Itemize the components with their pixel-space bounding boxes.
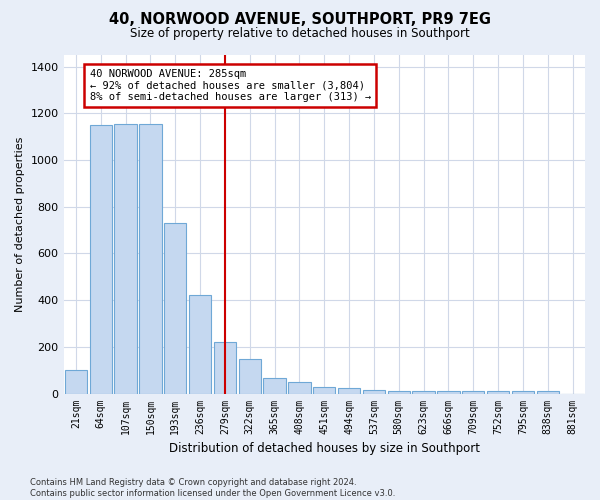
Bar	[288, 382, 311, 394]
Bar	[263, 378, 286, 394]
Bar	[115, 124, 137, 394]
Bar	[512, 391, 534, 394]
Bar	[65, 370, 87, 394]
Bar	[164, 223, 187, 394]
Bar	[89, 125, 112, 394]
Text: 40 NORWOOD AVENUE: 285sqm
← 92% of detached houses are smaller (3,804)
8% of sem: 40 NORWOOD AVENUE: 285sqm ← 92% of detac…	[89, 69, 371, 102]
Bar	[239, 358, 261, 394]
Y-axis label: Number of detached properties: Number of detached properties	[15, 136, 25, 312]
Bar	[338, 388, 360, 394]
Bar	[189, 296, 211, 394]
Bar	[462, 391, 484, 394]
Bar	[437, 391, 460, 394]
Bar	[536, 391, 559, 394]
Bar	[412, 391, 435, 394]
Text: Contains HM Land Registry data © Crown copyright and database right 2024.
Contai: Contains HM Land Registry data © Crown c…	[30, 478, 395, 498]
Bar	[214, 342, 236, 394]
X-axis label: Distribution of detached houses by size in Southport: Distribution of detached houses by size …	[169, 442, 480, 455]
Bar	[313, 386, 335, 394]
Text: 40, NORWOOD AVENUE, SOUTHPORT, PR9 7EG: 40, NORWOOD AVENUE, SOUTHPORT, PR9 7EG	[109, 12, 491, 28]
Bar	[388, 391, 410, 394]
Text: Size of property relative to detached houses in Southport: Size of property relative to detached ho…	[130, 28, 470, 40]
Bar	[139, 124, 161, 394]
Bar	[487, 391, 509, 394]
Bar	[363, 390, 385, 394]
